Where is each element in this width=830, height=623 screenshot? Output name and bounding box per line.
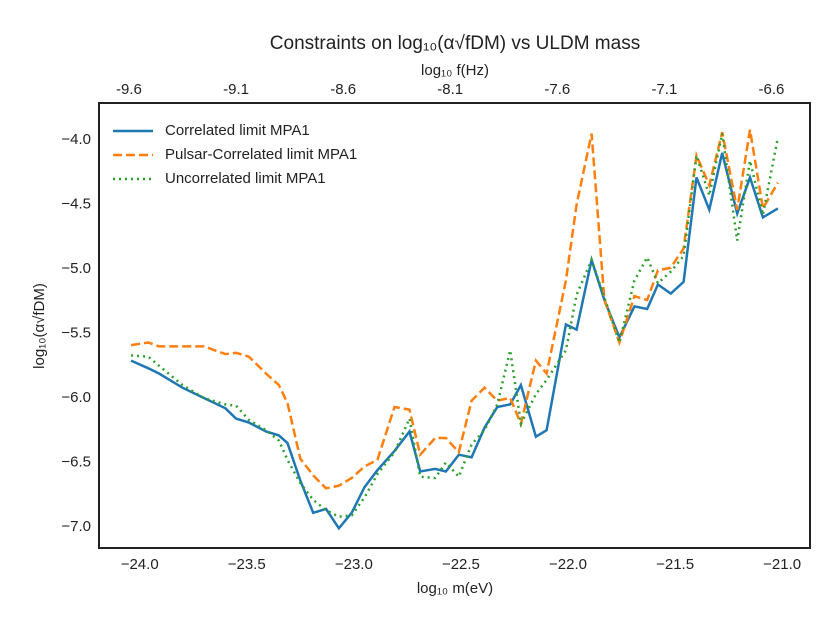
x-tick-label: −22.5 — [442, 556, 480, 573]
x-tick-label: −23.0 — [335, 556, 373, 573]
legend-label: Pulsar-Correlated limit MPA1 — [165, 146, 357, 163]
legend-label: Correlated limit MPA1 — [165, 122, 310, 139]
x2-tick-label: -9.1 — [223, 81, 249, 98]
x2-tick-label: -8.1 — [437, 81, 463, 98]
y-tick-label: −5.0 — [61, 260, 91, 277]
x2-tick-label: -6.6 — [759, 81, 785, 98]
series-line — [130, 152, 779, 531]
y-tick-label: −4.5 — [61, 195, 91, 212]
series-line — [130, 129, 779, 490]
y-tick-label: −4.0 — [61, 131, 91, 148]
x2-tick-label: -7.1 — [651, 81, 677, 98]
y-axis-label: log₁₀(α√fDM) — [31, 283, 48, 369]
legend-label: Uncorrelated limit MPA1 — [165, 170, 326, 187]
y-tick-label: −5.5 — [61, 324, 91, 341]
x2-tick-label: -7.6 — [544, 81, 570, 98]
x-tick-label: −22.0 — [549, 556, 587, 573]
plot-frame — [98, 102, 811, 549]
x-tick-label: −23.5 — [228, 556, 266, 573]
x-axis-label: log₁₀ m(eV) — [417, 580, 493, 597]
x-tick-label: −21.0 — [763, 556, 801, 573]
x-tick-label: −21.5 — [656, 556, 694, 573]
x-tick-label: −24.0 — [121, 556, 159, 573]
y-tick-label: −6.0 — [61, 389, 91, 406]
chart-title: Constraints on log₁₀(α√fDM) vs ULDM mass — [270, 33, 640, 54]
x2-tick-label: -9.6 — [116, 81, 142, 98]
y-tick-label: −7.0 — [61, 518, 91, 535]
x2-axis-label: log₁₀ f(Hz) — [421, 62, 489, 79]
x2-tick-label: -8.6 — [330, 81, 356, 98]
y-tick-label: −6.5 — [61, 453, 91, 470]
